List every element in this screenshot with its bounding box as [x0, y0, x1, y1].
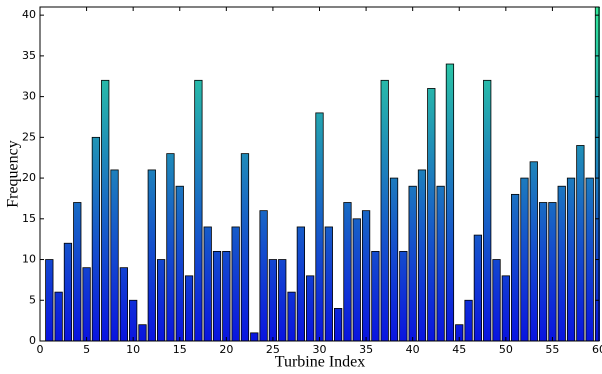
bar: [175, 185, 184, 341]
bar: [278, 259, 287, 341]
x-tick-label: 10: [126, 343, 140, 356]
bar: [492, 259, 501, 341]
bar: [585, 177, 594, 341]
y-tick-label: 15: [22, 212, 36, 225]
bar: [212, 250, 222, 341]
y-tick-label: 0: [29, 334, 36, 347]
bar: [529, 161, 538, 341]
y-tick-label: 10: [22, 253, 36, 266]
bar: [296, 226, 305, 341]
bar: [147, 169, 156, 341]
y-tick-label: 5: [29, 293, 36, 306]
bar: [361, 210, 371, 341]
bar: [222, 250, 231, 341]
x-tick-label: 20: [219, 343, 233, 356]
bar: [594, 7, 600, 341]
bar: [268, 259, 278, 341]
bar: [129, 299, 138, 341]
bar: [138, 324, 147, 341]
bar: [538, 202, 548, 341]
y-tick-label: 25: [22, 130, 36, 143]
bar: [45, 259, 54, 341]
bar: [306, 275, 315, 341]
bar: [399, 250, 408, 341]
x-tick-label: 15: [173, 343, 187, 356]
bar: [101, 79, 110, 341]
x-tick-label: 0: [37, 343, 44, 356]
bar: [259, 210, 268, 341]
x-tick-label: 5: [83, 343, 90, 356]
bar: [315, 112, 324, 341]
x-tick-label: 25: [266, 343, 280, 356]
bar: [287, 291, 296, 341]
plot-area: [45, 7, 600, 341]
bar: [483, 79, 492, 341]
bar: [511, 193, 520, 341]
bar: [501, 275, 510, 341]
x-tick-label: 40: [406, 343, 420, 356]
bar: [73, 202, 82, 341]
bar: [240, 153, 250, 341]
bar: [231, 226, 240, 341]
bar: [371, 250, 380, 341]
bar: [389, 177, 399, 341]
bar: [82, 267, 91, 341]
bar: [91, 136, 101, 341]
y-tick-label: 30: [22, 90, 36, 103]
bar: [54, 291, 63, 341]
bar: [436, 185, 445, 341]
y-tick-label: 35: [22, 49, 36, 62]
bar: [119, 267, 128, 341]
bar: [408, 185, 417, 341]
x-tick-label: 60: [592, 343, 602, 356]
bar: [352, 218, 361, 341]
y-tick-label: 40: [22, 8, 36, 21]
bar: [324, 226, 333, 341]
x-tick-label: 55: [545, 343, 559, 356]
bar: [445, 63, 455, 341]
bar: [417, 169, 427, 341]
bar: [184, 275, 194, 341]
y-axis-label: Frequency: [5, 140, 22, 208]
bar: [110, 169, 119, 341]
y-tick-label: 20: [22, 171, 36, 184]
x-tick-label: 45: [452, 343, 466, 356]
bar: [63, 242, 73, 341]
bar: [343, 202, 352, 341]
bar: [203, 226, 212, 341]
bar: [156, 259, 166, 341]
x-axis-label: Turbine Index: [275, 354, 366, 371]
bar: [334, 308, 343, 341]
x-tick-label: 50: [499, 343, 513, 356]
bar: [250, 332, 259, 341]
bar: [427, 88, 436, 341]
bar: [473, 234, 483, 341]
bar: [576, 145, 585, 341]
x-tick-label: 30: [313, 343, 327, 356]
bar: [166, 153, 175, 341]
bar: [464, 299, 473, 341]
bar: [520, 177, 529, 341]
bar: [194, 79, 203, 341]
bar: [548, 202, 557, 341]
bar: [380, 79, 389, 341]
x-tick-label: 35: [359, 343, 373, 356]
bar: [566, 177, 576, 341]
bar: [557, 185, 566, 341]
